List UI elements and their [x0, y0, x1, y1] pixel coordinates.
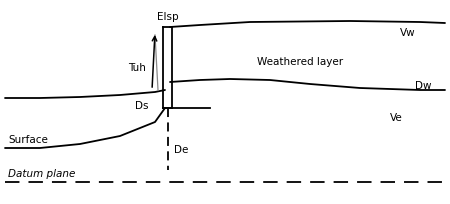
Text: De: De [174, 145, 189, 155]
Text: Dw: Dw [415, 81, 432, 91]
Text: Datum plane: Datum plane [8, 169, 76, 179]
Text: Ve: Ve [390, 113, 403, 123]
Text: Ds: Ds [135, 101, 148, 111]
Text: Weathered layer: Weathered layer [257, 57, 343, 67]
Text: Elsp: Elsp [157, 12, 179, 22]
Text: Tuh: Tuh [128, 63, 146, 73]
Text: Surface: Surface [8, 135, 48, 145]
Text: Vw: Vw [400, 28, 416, 38]
